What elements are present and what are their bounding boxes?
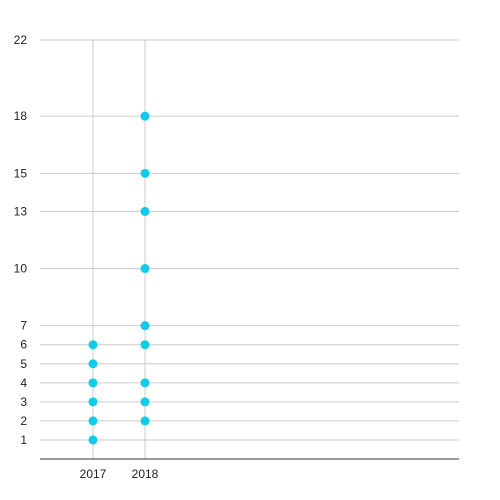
- data-point-2017-3: [88, 397, 98, 407]
- data-point-2017-5: [88, 359, 98, 369]
- y-tick-label-13: 13: [14, 204, 28, 218]
- y-tick-label-7: 7: [20, 319, 27, 333]
- data-point-2018-18: [140, 111, 150, 121]
- data-point-2018-10: [140, 264, 150, 274]
- data-point-2018-15: [140, 168, 150, 178]
- y-tick-label-10: 10: [14, 262, 28, 276]
- y-tick-label-2: 2: [20, 414, 27, 428]
- y-tick-label-3: 3: [20, 395, 27, 409]
- data-point-2018-4: [140, 378, 150, 388]
- grid-layer: [40, 39, 459, 459]
- y-tick-label-22: 22: [14, 33, 28, 47]
- tick-label-layer: 1 2 3 4 5 6 7 10 13 15 18 22 2017 2018: [14, 33, 159, 481]
- data-point-2017-6: [88, 340, 98, 350]
- y-tick-label-4: 4: [20, 376, 27, 390]
- data-point-2018-3: [140, 397, 150, 407]
- y-tick-label-5: 5: [20, 357, 27, 371]
- data-point-2017-4: [88, 378, 98, 388]
- data-point-2017-2: [88, 416, 98, 426]
- data-point-2018-13: [140, 206, 150, 216]
- data-point-2018-7: [140, 321, 150, 331]
- data-point-2018-2: [140, 416, 150, 426]
- data-point-2017-1: [88, 435, 98, 445]
- data-point-2018-6: [140, 340, 150, 350]
- y-tick-label-1: 1: [20, 433, 27, 447]
- x-tick-label-2017: 2017: [80, 467, 107, 481]
- y-tick-label-18: 18: [14, 109, 28, 123]
- data-point-layer: [88, 111, 150, 445]
- y-tick-label-15: 15: [14, 166, 28, 180]
- x-tick-label-2018: 2018: [132, 467, 159, 481]
- y-tick-label-6: 6: [20, 338, 27, 352]
